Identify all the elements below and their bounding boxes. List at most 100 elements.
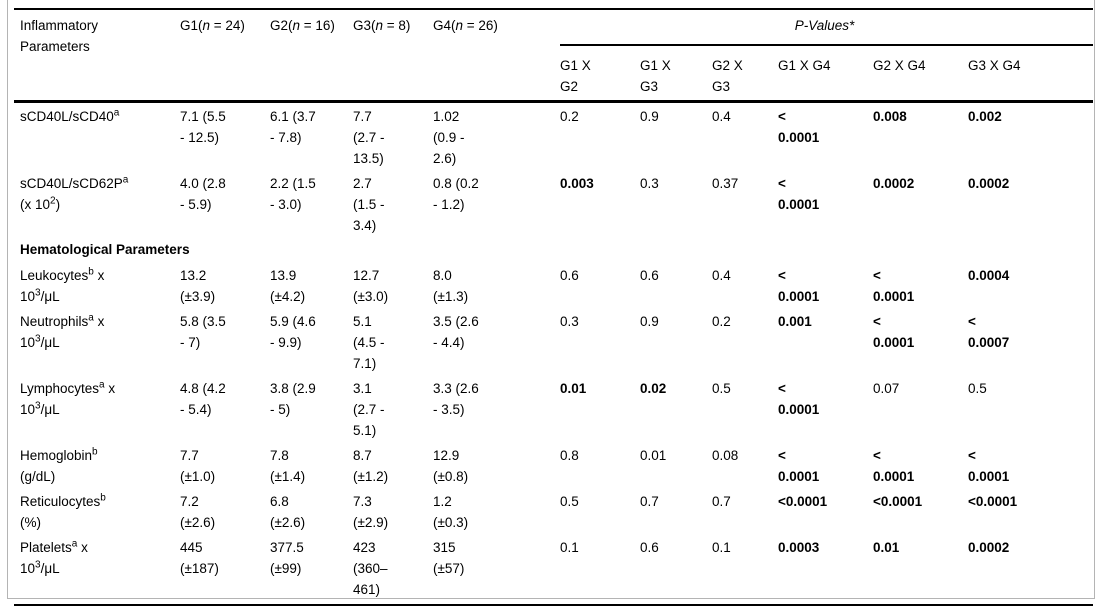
pvalue-cell: < 0.0001: [873, 448, 915, 484]
table-row-leukocytes: Leukocytesb x 103/μL 13.2 (±3.9) 13.9 (±…: [14, 262, 1093, 308]
value-cell: 7.2 (±2.6): [180, 494, 216, 530]
pvalue-cell: 0.0003: [778, 540, 820, 555]
pvalue-cell: 0.4: [712, 268, 731, 283]
pvalue-cell: 0.3: [560, 314, 579, 329]
value-cell: 423 (360– 461): [353, 540, 388, 597]
column-header-parameters: Inflammatory Parameters: [20, 18, 99, 54]
pvalue-cell: <0.0001: [778, 494, 828, 509]
table-row-scd40l-scd40: sCD40L/sCD40a 7.1 (5.5 - 12.5) 6.1 (3.7 …: [14, 102, 1093, 171]
pvalue-cell: < 0.0001: [968, 448, 1010, 484]
pvalue-cell: 0.3: [640, 176, 659, 191]
value-cell: 6.1 (3.7 - 7.8): [270, 109, 316, 145]
value-cell: 0.8 (0.2 - 1.2): [433, 176, 479, 212]
column-header-g2xg4: G2 X G4: [873, 58, 926, 73]
pvalue-cell: < 0.0001: [778, 109, 820, 145]
header-row-top: Inflammatory Parameters G1(n = 24) G2(n …: [14, 9, 1094, 54]
pvalue-cell: 0.0004: [968, 268, 1010, 283]
table-row-platelets: Plateletsa x 103/μL 445 (±187) 377.5 (±9…: [14, 534, 1093, 605]
value-cell: 12.7 (±3.0): [353, 268, 389, 304]
row-label: Neutrophilsa x 103/μL: [20, 312, 105, 350]
value-cell: 445 (±187): [180, 540, 219, 576]
section-header-row: Hematological Parameters: [14, 237, 1093, 262]
value-cell: 377.5 (±99): [270, 540, 304, 576]
value-cell: 8.0 (±1.3): [433, 268, 469, 304]
pvalue-cell: <0.0001: [873, 494, 923, 509]
pvalue-cell: 0.1: [712, 540, 731, 555]
pvalue-cell: 0.4: [712, 109, 731, 124]
value-cell: 7.7 (2.7 - 13.5): [353, 109, 385, 166]
value-cell: 1.02 (0.9 - 2.6): [433, 109, 465, 166]
column-header-g1xg4: G1 X G4: [778, 58, 831, 73]
pvalue-cell: 0.6: [640, 540, 659, 555]
pvalue-cell: < 0.0001: [778, 381, 820, 417]
row-label: Lymphocytesa x 103/μL: [20, 379, 116, 417]
pvalue-cell: 0.0002: [968, 540, 1010, 555]
column-header-g1xg2: G1 X G2: [560, 58, 591, 94]
section-title: Hematological Parameters: [20, 242, 190, 257]
pvalue-cell: 0.37: [712, 176, 739, 191]
pvalue-cell: 0.9: [640, 314, 659, 329]
value-cell: 5.9 (4.6 - 9.9): [270, 314, 316, 350]
pvalue-cell: 0.01: [640, 448, 667, 463]
pvalue-cell: 0.5: [968, 381, 987, 396]
value-cell: 7.1 (5.5 - 12.5): [180, 109, 226, 145]
value-cell: 7.7 (±1.0): [180, 448, 216, 484]
value-cell: 1.2 (±0.3): [433, 494, 469, 530]
value-cell: 2.7 (1.5 - 3.4): [353, 176, 385, 233]
pvalue-cell: 0.008: [873, 109, 907, 124]
value-cell: 13.9 (±4.2): [270, 268, 306, 304]
pvalue-cell: 0.2: [712, 314, 731, 329]
row-label: Reticulocytesb (%): [20, 492, 106, 530]
pvalue-cell: < 0.0001: [778, 448, 820, 484]
value-cell: 7.3 (±2.9): [353, 494, 389, 530]
value-cell: 5.8 (3.5 - 7): [180, 314, 226, 350]
table-row-reticulocytes: Reticulocytesb (%) 7.2 (±2.6) 6.8 (±2.6)…: [14, 488, 1093, 534]
row-label: Plateletsa x 103/μL: [20, 538, 88, 576]
row-label: Leukocytesb x 103/μL: [20, 266, 105, 304]
value-cell: 8.7 (±1.2): [353, 448, 389, 484]
table-row-hemoglobin: Hemoglobinb (g/dL) 7.7 (±1.0) 7.8 (±1.4)…: [14, 442, 1093, 488]
pvalue-cell: < 0.0001: [778, 176, 820, 212]
pvalue-cell: < 0.0001: [873, 268, 915, 304]
table-body: sCD40L/sCD40a 7.1 (5.5 - 12.5) 6.1 (3.7 …: [14, 102, 1093, 606]
column-header-g4: G4(n = 26): [433, 18, 498, 33]
pvalue-cell: < 0.0001: [778, 268, 820, 304]
pvalue-cell: 0.0002: [968, 176, 1010, 191]
pvalue-cell: 0.5: [560, 494, 579, 509]
value-cell: 315 (±57): [433, 540, 465, 576]
pvalue-cell: 0.07: [873, 381, 900, 396]
pvalue-cell: 0.5: [712, 381, 731, 396]
pvalue-cell: 0.08: [712, 448, 739, 463]
pvalue-cell: 0.01: [560, 381, 587, 396]
pvalue-cell: 0.9: [640, 109, 659, 124]
pvalue-cell: < 0.0001: [873, 314, 915, 350]
column-header-g3xg4: G3 X G4: [968, 58, 1021, 73]
value-cell: 3.3 (2.6 - 3.5): [433, 381, 479, 417]
pvalue-cell: 0.01: [873, 540, 900, 555]
value-cell: 3.1 (2.7 - 5.1): [353, 381, 385, 438]
value-cell: 2.2 (1.5 - 3.0): [270, 176, 316, 212]
row-label: Hemoglobinb (g/dL): [20, 446, 98, 484]
row-label: sCD40L/sCD62Pa (x 102): [20, 174, 129, 212]
table-row-neutrophils: Neutrophilsa x 103/μL 5.8 (3.5 - 7) 5.9 …: [14, 308, 1093, 375]
pvalue-cell: 0.02: [640, 381, 667, 396]
value-cell: 3.8 (2.9 - 5): [270, 381, 316, 417]
column-header-g2xg3: G2 X G3: [712, 58, 743, 94]
pvalue-cell: 0.003: [560, 176, 594, 191]
value-cell: 4.0 (2.8 - 5.9): [180, 176, 226, 212]
pvalue-cell: 0.001: [778, 314, 812, 329]
table-header: Inflammatory Parameters G1(n = 24) G2(n …: [14, 9, 1094, 102]
pvalue-cell: 0.7: [640, 494, 659, 509]
pvalue-cell: 0.2: [560, 109, 579, 124]
value-cell: 13.2 (±3.9): [180, 268, 216, 304]
pvalue-cell: 0.1: [560, 540, 579, 555]
column-header-g1xg3: G1 X G3: [640, 58, 671, 94]
value-cell: 5.1 (4.5 - 7.1): [353, 314, 385, 371]
table-row-lymphocytes: Lymphocytesa x 103/μL 4.8 (4.2 - 5.4) 3.…: [14, 375, 1093, 442]
value-cell: 12.9 (±0.8): [433, 448, 469, 484]
column-header-g3: G3(n = 8): [353, 18, 411, 33]
pvalue-cell: 0.6: [560, 268, 579, 283]
pvalue-cell: <0.0001: [968, 494, 1018, 509]
pvalue-cell: 0.8: [560, 448, 579, 463]
inflammatory-parameters-table: Inflammatory Parameters G1(n = 24) G2(n …: [14, 8, 1094, 606]
